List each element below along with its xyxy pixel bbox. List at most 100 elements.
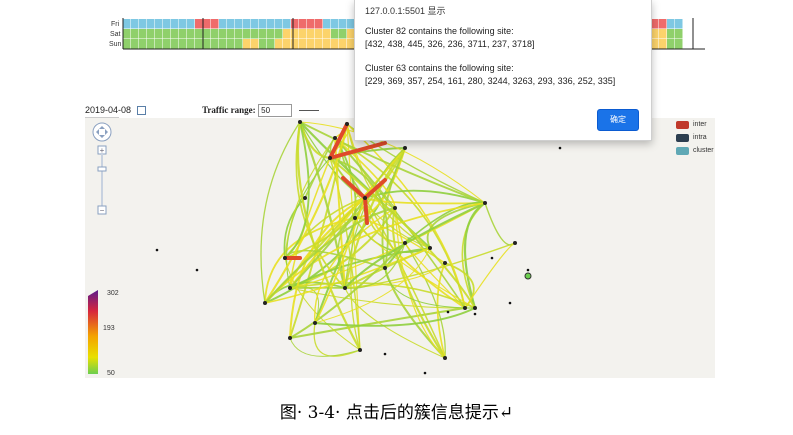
heatmap-cell (307, 19, 315, 29)
flow-edge-heavy (363, 178, 387, 200)
heatmap-cell (219, 39, 227, 49)
flow-edge (284, 121, 310, 259)
heatmap-cell (331, 29, 339, 39)
zoom-slider[interactable] (97, 154, 107, 206)
zoom-out-button[interactable]: − (97, 205, 107, 215)
site-node (490, 256, 494, 260)
site-node (263, 301, 267, 305)
heatmap-cell (139, 19, 147, 29)
heatmap-cell (267, 29, 275, 39)
site-node (423, 371, 427, 375)
flow-edge (461, 202, 486, 309)
flow-edge (314, 247, 431, 324)
heatmap-cell (235, 39, 243, 49)
heatmap-cell (179, 39, 187, 49)
calendar-icon[interactable] (136, 106, 146, 115)
ok-button[interactable]: 确定 (597, 109, 639, 131)
heatmap-cell (651, 19, 659, 29)
heatmap-cell (275, 39, 283, 49)
flow-edge (391, 207, 446, 359)
zoom-in-button[interactable]: + (97, 145, 107, 155)
site-node (393, 206, 397, 210)
heatmap-cell (235, 29, 243, 39)
site-node (446, 310, 450, 314)
legend-item-inter[interactable]: inter (676, 118, 714, 131)
heatmap-cell (291, 19, 299, 29)
flow-edge (264, 206, 396, 304)
legend-item-intra[interactable]: intra (676, 131, 714, 144)
flow-edge (329, 157, 389, 269)
heatmap-cell (259, 39, 267, 49)
flow-edge (289, 287, 476, 309)
site-node (473, 312, 477, 316)
legend-item-cluster[interactable]: cluster (676, 144, 714, 157)
svg-text:+: + (100, 146, 105, 155)
heatmap-cell (283, 29, 291, 39)
flow-edge (384, 267, 476, 309)
site-node (333, 136, 337, 140)
site-node (345, 122, 349, 126)
heatmap-cell (211, 29, 219, 39)
range-slider[interactable] (298, 110, 319, 111)
heatmap-cell (195, 29, 203, 39)
flow-edge (289, 307, 466, 339)
site-node (283, 256, 287, 260)
site-node (383, 352, 387, 356)
heatmap-cell (243, 29, 251, 39)
heatmap-cell (163, 19, 171, 29)
site-node (288, 336, 292, 340)
flow-edge (344, 262, 446, 289)
heatmap-cell (667, 39, 675, 49)
flow-edge (329, 157, 476, 309)
flow-edge (260, 121, 301, 304)
svg-text:−: − (100, 206, 105, 215)
site-node (524, 272, 532, 280)
site-node (328, 156, 332, 160)
flow-edge-heavy (363, 196, 369, 225)
traffic-map[interactable]: + − 302 193 50 (85, 118, 715, 378)
site-node (513, 241, 517, 245)
heatmap-cell (315, 39, 323, 49)
heatmap-cell (331, 19, 339, 29)
heatmap-cell (123, 29, 131, 39)
site-nodes[interactable] (155, 120, 562, 375)
legend-swatch (676, 133, 689, 142)
heatmap-cell (203, 19, 211, 29)
heatmap-cell (323, 39, 331, 49)
day-label-fri: Fri (111, 21, 120, 28)
heatmap-cell (171, 19, 179, 29)
heatmap-cell (139, 39, 147, 49)
traffic-range-label: Traffic range: (202, 104, 256, 115)
range-min-input[interactable]: 50 (258, 104, 293, 117)
site-node (383, 266, 387, 270)
flow-edge (314, 197, 366, 324)
heatmap-cell (219, 19, 227, 29)
heatmap-cell (195, 39, 203, 49)
colorbar-mid-label: 193 (103, 325, 115, 332)
heatmap-cell (211, 39, 219, 49)
map-pan-control[interactable] (92, 122, 112, 142)
heatmap-cell (347, 19, 355, 29)
flow-edge (344, 242, 406, 289)
site-node (298, 120, 302, 124)
flow-edge (313, 322, 361, 357)
heatmap-cell (131, 19, 139, 29)
flow-edge (264, 202, 486, 304)
heatmap-cell (139, 29, 147, 39)
site-node (526, 268, 530, 272)
heatmap-cell (307, 29, 315, 39)
heatmap-cell (339, 19, 347, 29)
heatmap-cell (219, 29, 227, 39)
heatmap-cell (155, 29, 163, 39)
heatmap-cell (307, 39, 315, 49)
flow-edge-heavy (328, 141, 387, 160)
heatmap-cell (275, 19, 283, 29)
map-toolbar: 2019-04-08 Traffic range: 50 302 (85, 104, 355, 130)
flow-edge (404, 242, 466, 309)
cluster-info-dialog: 127.0.0.1:5501 显示 Cluster 82 contains th… (354, 0, 652, 141)
flow-edge (264, 123, 349, 304)
heatmap-cell (131, 29, 139, 39)
flow-edge (289, 282, 476, 309)
colorbar-max-label: 302 (107, 290, 119, 297)
flow-edge (286, 157, 331, 289)
